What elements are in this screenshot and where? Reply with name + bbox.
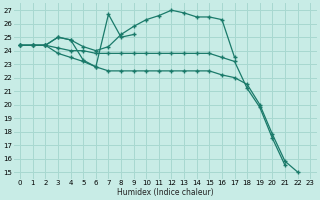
X-axis label: Humidex (Indice chaleur): Humidex (Indice chaleur): [117, 188, 213, 197]
